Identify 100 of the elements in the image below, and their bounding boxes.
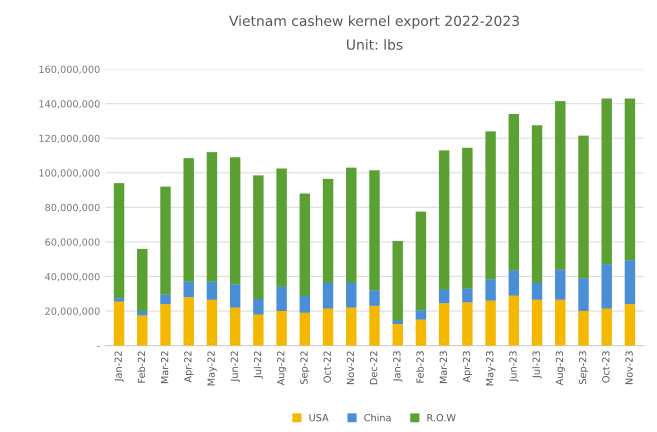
bar xyxy=(230,308,240,346)
bar xyxy=(137,248,148,312)
bar xyxy=(206,300,218,346)
bar xyxy=(392,241,403,321)
bar xyxy=(253,314,264,346)
chart-title: Vietnam cashew kernel export 2022-2023 xyxy=(229,15,519,29)
bar xyxy=(114,183,124,298)
bar xyxy=(485,131,496,280)
bar xyxy=(137,315,148,346)
bar xyxy=(532,282,542,300)
y-tick-label: 160,000,000 xyxy=(39,66,100,74)
x-tick-label: Apr-23 xyxy=(462,351,472,382)
bar xyxy=(369,170,380,290)
bar xyxy=(276,311,287,346)
y-tick-label: 140,000,000 xyxy=(39,100,100,109)
y-tick-label: 20,000,000 xyxy=(45,308,100,316)
legend-label: USA xyxy=(309,414,329,422)
y-tick-label: 120,000,000 xyxy=(39,134,100,144)
bar xyxy=(555,300,566,346)
bar xyxy=(206,152,218,282)
bar xyxy=(555,101,566,270)
bar xyxy=(578,311,589,346)
x-tick-label: May-22 xyxy=(207,351,217,386)
bar xyxy=(183,282,194,298)
bar xyxy=(346,308,356,346)
bar xyxy=(369,290,380,306)
x-tick-label: Sep-23 xyxy=(578,351,588,384)
x-tick-label: Dec-22 xyxy=(370,351,378,384)
bar xyxy=(532,125,542,283)
bar xyxy=(230,284,240,308)
y-tick-label: 60,000,000 xyxy=(45,238,100,247)
bar xyxy=(416,212,426,310)
bar xyxy=(416,320,426,346)
bar xyxy=(438,150,450,290)
bar xyxy=(532,300,542,346)
bar xyxy=(438,303,450,346)
bar xyxy=(114,298,124,302)
x-tick-label: Aug-23 xyxy=(556,351,565,386)
bar xyxy=(230,157,240,284)
bar xyxy=(183,297,194,346)
bar xyxy=(346,168,356,283)
bar xyxy=(346,282,356,308)
bar xyxy=(253,298,264,314)
x-tick-label: Jan-22 xyxy=(114,351,124,382)
x-tick-label: Jun-22 xyxy=(230,351,240,382)
x-tick-label: Feb-23 xyxy=(416,351,424,383)
bar xyxy=(392,324,403,346)
x-tick-label: Jul-22 xyxy=(254,351,264,379)
x-tick-label: Sep-22 xyxy=(300,351,310,384)
x-tick-label: Nov-22 xyxy=(346,351,354,384)
bar xyxy=(555,270,566,300)
bar xyxy=(624,304,636,346)
chart-subtitle: Unit: lbs xyxy=(347,39,402,50)
x-tick-label: Mar-22 xyxy=(160,351,168,384)
bar xyxy=(416,310,426,320)
bar xyxy=(183,158,194,282)
x-tick-label: Oct-22 xyxy=(324,351,331,383)
y-tick-label: 40,000,000 xyxy=(45,272,100,282)
bar xyxy=(485,300,496,346)
bar xyxy=(624,98,636,260)
bar xyxy=(300,312,310,346)
bar xyxy=(508,295,520,346)
x-tick-label: May-23 xyxy=(486,351,496,386)
x-tick-label: Jan-23 xyxy=(393,351,402,382)
bar xyxy=(508,270,520,296)
bar xyxy=(276,286,287,312)
x-tick-label: Nov-23 xyxy=(625,351,633,384)
y-tick-label: 100,000,000 xyxy=(39,169,100,178)
legend-label: China xyxy=(364,414,391,422)
x-tick-label: Oct-23 xyxy=(602,351,610,383)
bar xyxy=(485,279,496,301)
bar xyxy=(601,264,612,308)
y-tick-label: 80,000,000 xyxy=(45,204,100,212)
bar xyxy=(369,306,380,346)
bar xyxy=(114,302,124,346)
bar xyxy=(322,282,334,308)
bar xyxy=(624,260,636,304)
x-tick-label: Aug-22 xyxy=(277,351,286,386)
bar xyxy=(206,282,218,300)
bar xyxy=(322,178,334,283)
bar xyxy=(462,288,473,302)
bar xyxy=(160,186,171,295)
bar xyxy=(601,98,612,264)
bar xyxy=(137,311,148,316)
bar xyxy=(578,136,589,278)
x-tick-label: Jul-23 xyxy=(532,351,542,379)
bar xyxy=(276,168,287,287)
legend-label: R.O.W xyxy=(427,414,456,422)
x-tick-label: Apr-22 xyxy=(184,351,194,382)
bar xyxy=(300,295,310,313)
bar xyxy=(300,194,310,296)
bar xyxy=(160,294,171,304)
bar xyxy=(392,320,403,324)
bar xyxy=(578,278,589,312)
x-tick-label: Jun-23 xyxy=(509,351,518,382)
y-tick-label: - xyxy=(97,346,100,348)
bar xyxy=(462,302,473,346)
bar xyxy=(601,308,612,346)
bar xyxy=(253,175,264,299)
bar xyxy=(508,114,520,270)
